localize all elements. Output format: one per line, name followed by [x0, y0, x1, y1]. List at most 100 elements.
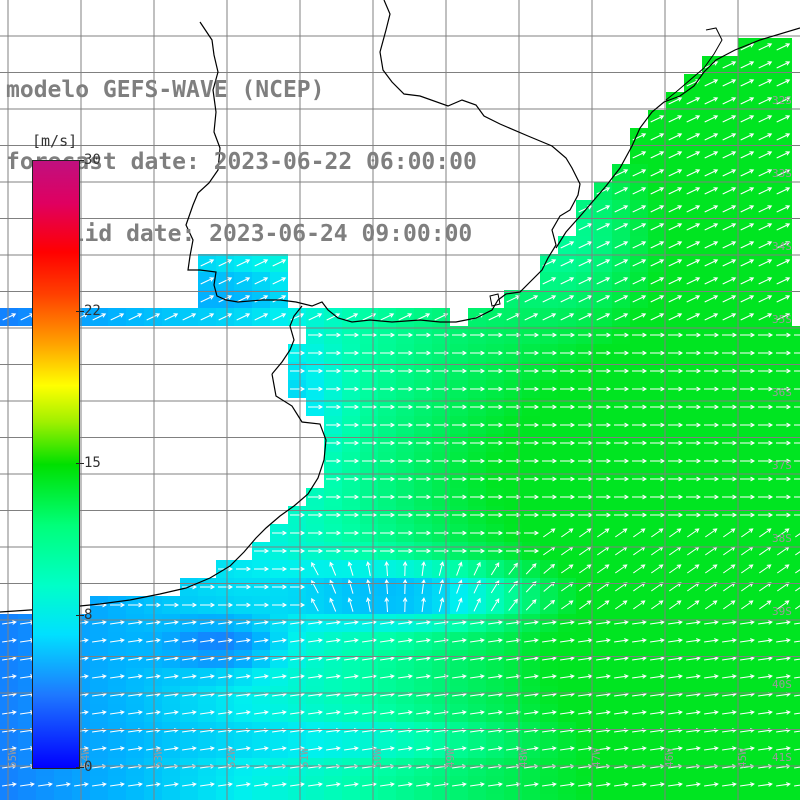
- wind-arrow: [488, 494, 504, 500]
- wind-arrow: [542, 512, 558, 518]
- wind-arrow: [506, 350, 522, 356]
- wind-arrow: [200, 620, 215, 625]
- wind-arrow: [560, 782, 575, 787]
- wind-arrow: [794, 658, 800, 661]
- wind-arrow: [668, 656, 683, 661]
- wind-arrow: [326, 350, 342, 356]
- wind-arrow: [254, 710, 269, 715]
- wind-arrow: [632, 386, 648, 392]
- wind-arrow: [632, 313, 647, 321]
- wind-arrow: [236, 710, 251, 715]
- wind-arrow: [758, 277, 773, 285]
- wind-arrow: [452, 386, 468, 392]
- wind-arrow: [561, 528, 574, 538]
- wind-arrow: [795, 551, 800, 556]
- wind-arrow: [704, 205, 719, 213]
- wind-arrow: [452, 422, 468, 428]
- wind-arrow: [632, 332, 648, 338]
- wind-arrow: [308, 620, 323, 625]
- wind-arrow: [686, 620, 701, 625]
- wind-arrow: [561, 600, 574, 610]
- wind-arrow: [686, 440, 702, 446]
- wind-arrow: [722, 476, 738, 482]
- wind-arrow: [398, 494, 414, 500]
- wind-arrow: [632, 620, 647, 625]
- wind-cell: [792, 758, 800, 776]
- wind-arrow: [380, 386, 396, 392]
- wind-arrow: [668, 422, 684, 428]
- wind-arrow: [650, 620, 665, 625]
- wind-arrow: [398, 782, 413, 787]
- wind-arrow: [344, 548, 360, 554]
- wind-arrow: [560, 277, 575, 285]
- wind-arrow: [704, 638, 719, 643]
- wind-arrow: [200, 710, 215, 715]
- wind-arrow: [308, 656, 323, 661]
- wind-arrow: [326, 710, 341, 715]
- latitude-label: 37S: [772, 459, 792, 472]
- wind-arrow: [650, 169, 665, 177]
- wind-arrow: [20, 782, 35, 787]
- wind-arrow: [218, 656, 233, 661]
- wind-arrow: [344, 638, 359, 643]
- wind-arrow: [632, 241, 647, 249]
- wind-arrow: [416, 746, 431, 751]
- wind-arrow: [686, 710, 701, 715]
- colorbar-gradient: [32, 160, 80, 769]
- wind-arrow: [398, 350, 414, 356]
- wind-arrow: [777, 600, 790, 610]
- wind-arrow: [758, 259, 773, 267]
- wind-arrow: [560, 620, 575, 625]
- wind-arrow: [470, 782, 485, 787]
- wind-arrow: [686, 277, 701, 285]
- longitude-label: 45W: [736, 748, 749, 768]
- wind-arrow: [614, 494, 630, 500]
- wind-arrow: [380, 512, 396, 518]
- wind-arrow: [614, 386, 630, 392]
- wind-arrow: [722, 61, 737, 69]
- wind-arrow: [506, 512, 522, 518]
- colorbar-tick-label: 8: [84, 607, 93, 623]
- wind-arrow: [615, 528, 628, 538]
- longitude-label: 49W: [444, 748, 457, 768]
- wind-arrow: [2, 656, 17, 661]
- wind-arrow: [470, 548, 486, 554]
- wind-cell: [0, 794, 18, 804]
- wind-arrow: [704, 404, 720, 410]
- wind-arrow: [596, 620, 611, 625]
- wind-arrow: [470, 332, 486, 338]
- wind-arrow: [740, 332, 756, 338]
- wind-arrow: [722, 386, 738, 392]
- wind-arrow: [236, 566, 252, 572]
- wind-arrow: [416, 476, 432, 482]
- wind-arrow: [218, 620, 233, 625]
- wind-arrow: [704, 295, 719, 303]
- wind-arrow: [668, 782, 683, 787]
- wind-arrow: [380, 332, 396, 338]
- wind-arrow: [164, 620, 179, 625]
- wind-arrow: [758, 241, 773, 249]
- wind-arrow: [579, 564, 592, 574]
- wind-arrow: [344, 350, 360, 356]
- wind-arrow: [524, 386, 540, 392]
- wind-cell: [414, 794, 432, 804]
- wind-arrow: [110, 746, 125, 751]
- wind-arrow: [488, 350, 504, 356]
- wind-arrow: [452, 350, 468, 356]
- wind-arrow: [488, 710, 503, 715]
- wind-arrow: [272, 566, 288, 572]
- wind-arrow: [542, 350, 558, 356]
- wind-arrow: [704, 133, 719, 141]
- wind-arrow: [452, 710, 467, 715]
- wind-arrow: [632, 259, 647, 267]
- wind-arrow: [452, 440, 468, 446]
- wind-arrow: [704, 368, 720, 374]
- wind-arrow: [596, 295, 611, 303]
- wind-arrow: [272, 584, 288, 590]
- wind-arrow: [506, 746, 521, 751]
- wind-arrow: [722, 205, 737, 213]
- wind-arrow: [236, 295, 251, 303]
- wind-arrow: [794, 496, 800, 498]
- wind-arrow: [686, 259, 701, 267]
